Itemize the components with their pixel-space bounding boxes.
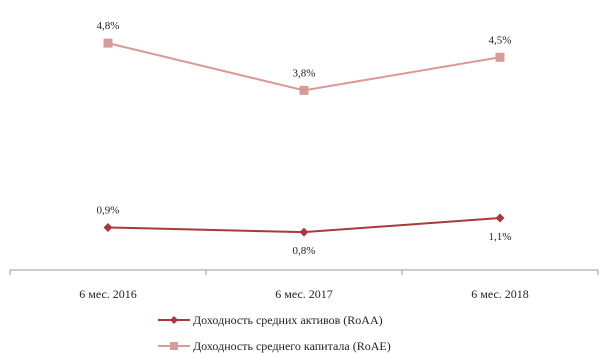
- data-labels: 0,9% 0,8% 1,1% 4,8% 3,8% 4,5%: [97, 20, 512, 257]
- data-label-roae: 4,8%: [97, 20, 120, 32]
- x-axis: 6 мес. 2016 6 мес. 2017 6 мес. 2018: [9, 269, 599, 301]
- legend-label-roaa: Доходность средних активов (RoAA): [193, 313, 383, 327]
- data-point-roae: [103, 38, 113, 48]
- data-label-roaa: 1,1%: [489, 231, 512, 243]
- x-tick-label: 6 мес. 2017: [275, 287, 333, 301]
- series-layer: [103, 38, 505, 237]
- data-point-roae: [299, 85, 309, 95]
- data-point-roaa: [103, 222, 113, 232]
- data-point-roaa: [299, 227, 309, 237]
- data-label-roaa: 0,9%: [97, 204, 120, 216]
- legend-marker-roaa: [170, 316, 178, 324]
- data-label-roae: 3,8%: [293, 67, 316, 79]
- x-tick-label: 6 мес. 2018: [471, 287, 529, 301]
- data-label-roaa: 0,8%: [293, 245, 316, 257]
- legend-label-roae: Доходность среднего капитала (RoAE): [193, 339, 391, 353]
- legend-marker-roae: [170, 342, 178, 350]
- legend: Доходность средних активов (RoAA) Доходно…: [158, 313, 391, 353]
- x-tick-label: 6 мес. 2016: [79, 287, 137, 301]
- data-point-roae: [495, 52, 505, 62]
- data-point-roaa: [495, 213, 505, 223]
- data-label-roae: 4,5%: [489, 34, 512, 46]
